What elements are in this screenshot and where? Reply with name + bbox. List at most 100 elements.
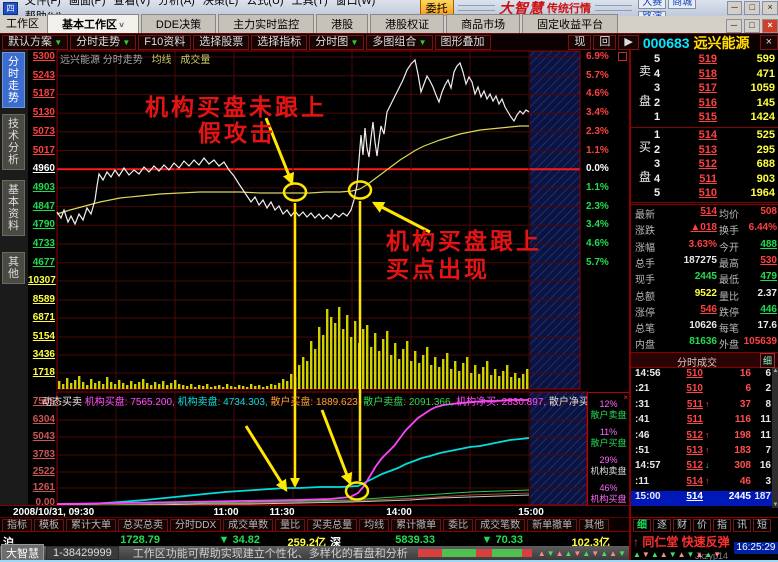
menu-item-文件[interactable]: 文件(F): [24, 0, 61, 7]
toolbar-button-多图组合[interactable]: 多图组合 ▼: [366, 35, 433, 50]
workspace-tab-主力实时监控[interactable]: 主力实时监控: [218, 14, 315, 33]
caret-down-icon[interactable]: ▼: [416, 38, 427, 47]
indicator-button-成交单数[interactable]: 成交单数: [223, 518, 274, 532]
tick-time: :51: [635, 445, 650, 456]
stat-value: 17.6: [757, 320, 777, 332]
menu-item-工具[interactable]: 工具(T): [291, 0, 328, 7]
workspace-tab-港股权证[interactable]: 港股权证: [370, 14, 445, 33]
menu-link-大赛[interactable]: 大赛: [638, 0, 667, 9]
sidebar-tab-分时走势[interactable]: 分 时 走 势: [2, 52, 25, 108]
quote-tab-指[interactable]: 指: [713, 519, 731, 532]
toolbar-button-F10资料[interactable]: F10资料: [138, 35, 192, 50]
minimize-icon[interactable]: ─: [726, 1, 743, 15]
toolbar-button-分时走势[interactable]: 分时走势 ▼: [70, 35, 137, 50]
scroll-down-icon[interactable]: ▼: [772, 502, 778, 508]
restore-icon[interactable]: □: [744, 1, 761, 15]
chart-close-icon[interactable]: ×: [759, 35, 778, 50]
hotline-number: 1-38429999: [46, 546, 119, 560]
stat-label: 跌停: [719, 307, 739, 319]
indicator-button-累计大单[interactable]: 累计大单: [66, 518, 116, 532]
indicator-button-总买总卖[interactable]: 总买总卖: [118, 518, 168, 532]
child-close-icon[interactable]: ×: [762, 19, 778, 33]
indicator-button-买卖总量[interactable]: 买卖总量: [307, 518, 358, 532]
menu-item-公式[interactable]: 公式(U): [246, 0, 284, 7]
tick-scrollbar[interactable]: ▲ ▼: [772, 368, 778, 508]
indicator-button-累计撤单[interactable]: 累计撤单: [391, 518, 442, 532]
level-volume: 1424: [750, 111, 775, 124]
menu-item-窗口[interactable]: 窗口(W): [335, 0, 376, 7]
chevron-down-icon[interactable]: ˅: [117, 21, 124, 30]
quote-tab-讯[interactable]: 讯: [733, 519, 751, 532]
indicator-button-均线[interactable]: 均线: [359, 518, 390, 532]
stat-value: 508: [760, 206, 777, 217]
stat-label: 总额: [635, 291, 655, 303]
sidebar-tab-基本资料[interactable]: 基 本 资 料: [2, 180, 25, 236]
percent-axis-label: 0.0%: [586, 163, 609, 175]
divider: [631, 202, 778, 203]
sidebar-tab-其他[interactable]: 其 他: [2, 252, 25, 284]
caret-down-icon[interactable]: ▼: [52, 38, 63, 47]
close-icon[interactable]: ×: [762, 1, 778, 15]
indicator-button-量比[interactable]: 量比: [275, 518, 306, 532]
panel-collapse-icon[interactable]: 回: [593, 35, 617, 50]
down-arrow-icon: ▼: [686, 550, 696, 559]
intraday-chart[interactable]: 远兴能源 分时走势 均线 成交量 5300 5243 5187 5130 5073 501…: [28, 50, 630, 508]
menu-item-决策[interactable]: 决策(L): [202, 0, 239, 7]
toolbar-button-选择股票[interactable]: 选择股票: [193, 35, 250, 50]
chart-toolbar: 默认方案 ▼ 分时走势 ▼ F10资料 选择股票 选择指标 分时图 ▼ 多图组合 ▼ 图形叠加…: [0, 33, 778, 51]
indicator-button-模板[interactable]: 模板: [34, 518, 64, 532]
toolbar-button-选择指标[interactable]: 选择指标: [251, 35, 308, 50]
indicator-button-分时DDX[interactable]: 分时DDX: [170, 518, 222, 532]
now-price-button[interactable]: 现: [568, 35, 592, 50]
caret-down-icon[interactable]: ▼: [120, 38, 131, 47]
caret-down-icon[interactable]: ▼: [348, 38, 359, 47]
level-price: 519: [698, 53, 717, 65]
news-ticker[interactable]: ↑ 同仁堂 快速反弹: [633, 533, 778, 550]
stat-value: ▲018: [690, 222, 717, 234]
toolbar-button-默认方案[interactable]: 默认方案 ▼: [2, 35, 69, 50]
indicator-button-成交笔数[interactable]: 成交笔数: [475, 518, 526, 532]
stat-label: 每笔: [719, 324, 739, 336]
indicator-button-指标[interactable]: 指标: [2, 518, 32, 532]
child-minimize-icon[interactable]: ─: [726, 19, 742, 33]
indicator-value-机构买盘: 机构买盘: 7565.200,: [84, 397, 178, 408]
quote-tab-财[interactable]: 财: [673, 519, 691, 532]
workspace-tab-固定收益平台[interactable]: 固定收益平台: [522, 14, 619, 33]
chart-canvas[interactable]: [28, 50, 630, 507]
workspace-tab-商品市场[interactable]: 商品市场: [446, 14, 521, 33]
workspace-tab-基本工作区[interactable]: 基本工作区 ˅: [47, 14, 139, 33]
trade-entrust-button[interactable]: 委托: [419, 0, 454, 17]
stat-row: 涨跌 ▲018 换手 6.44%: [631, 222, 778, 237]
status-bar: 大智慧 1-38429999 工作区功能可帮助实现建立个性化、多样化的看盘和分析…: [0, 544, 629, 562]
indicator-button-其他[interactable]: 其他: [579, 518, 610, 532]
workspace-tab-港股[interactable]: 港股: [316, 14, 369, 33]
tick-time: :41: [635, 414, 650, 426]
sidebar-tab-技术分析[interactable]: 技 术 分 析: [2, 114, 25, 170]
menu-link-商城[interactable]: 商城: [668, 0, 697, 9]
down-arrow-icon: ▼: [573, 548, 583, 558]
toolbar-button-图形叠加[interactable]: 图形叠加: [434, 35, 491, 50]
order-book-row: 2 516 145: [631, 97, 778, 111]
pin-icon[interactable]: [618, 52, 627, 61]
menu-item-画面[interactable]: 画面(P): [68, 0, 106, 7]
indicator-button-新单撤单[interactable]: 新单撤单: [527, 518, 578, 532]
scroll-up-icon[interactable]: ▲: [772, 368, 778, 374]
menu-item-查看[interactable]: 查看(V): [113, 0, 151, 7]
panel-play-icon[interactable]: ▶: [618, 35, 639, 50]
toolbar-button-分时图[interactable]: 分时图 ▼: [309, 35, 365, 50]
stock-code: 000683: [642, 34, 690, 51]
child-restore-icon[interactable]: □: [744, 19, 760, 33]
workspace-tab-DDE决策[interactable]: DDE决策: [140, 14, 217, 33]
legend-percent: 29%: [599, 455, 618, 465]
up-arrow-icon: ↑: [705, 475, 710, 486]
tick-detail-button[interactable]: 细: [759, 353, 775, 368]
legend-close-icon[interactable]: ×: [623, 393, 628, 402]
quote-tab-细[interactable]: 细: [633, 519, 651, 532]
level-volume: 599: [756, 53, 775, 65]
menu-item-分析[interactable]: 分析(A): [158, 0, 195, 7]
quote-tab-短[interactable]: 短: [753, 519, 771, 532]
indicator-button-委比[interactable]: 委比: [443, 518, 474, 532]
quote-tab-价[interactable]: 价: [693, 519, 711, 532]
quote-tab-逐[interactable]: 逐: [653, 519, 671, 532]
app-icon[interactable]: 四: [3, 1, 18, 15]
